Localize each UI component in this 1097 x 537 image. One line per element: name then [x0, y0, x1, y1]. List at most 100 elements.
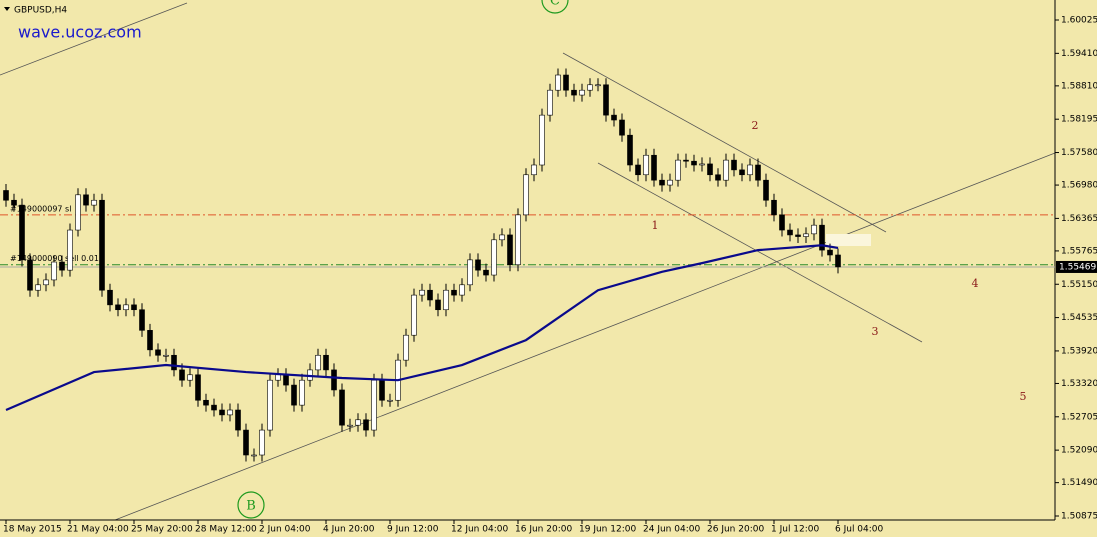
- x-tick-label: 9 Jun 12:00: [387, 525, 439, 535]
- candle-body: [211, 404, 217, 411]
- y-tick-label: 1.57580: [1061, 148, 1097, 158]
- candle-body: [91, 199, 97, 206]
- candle-body: [291, 384, 297, 406]
- candle-body: [523, 174, 529, 216]
- candle-body: [379, 379, 385, 401]
- candle-body: [723, 159, 729, 181]
- candle-body: [659, 179, 665, 186]
- candle-body: [611, 114, 617, 121]
- candle-body: [147, 330, 153, 351]
- price-box: [1056, 260, 1097, 273]
- candle-body: [387, 399, 393, 402]
- x-tick-label: 6 Jul 04:00: [835, 525, 884, 535]
- candle-body: [11, 199, 17, 206]
- y-tick-label: 1.54535: [1061, 313, 1097, 323]
- candle-body: [707, 163, 713, 176]
- candle-body: [123, 304, 129, 311]
- candle-body: [579, 89, 585, 96]
- candle-body: [227, 409, 233, 416]
- candle-body: [507, 234, 513, 266]
- candle-body: [635, 164, 641, 176]
- y-tick-label: 1.50875: [1061, 511, 1097, 521]
- candle-body: [675, 159, 681, 181]
- wave-label: 3: [872, 325, 879, 338]
- candle-body: [371, 379, 377, 431]
- candle-body: [51, 261, 57, 281]
- candle-body: [459, 284, 465, 296]
- y-tick-label: 1.60025: [1061, 16, 1097, 26]
- wave-label: B: [246, 499, 256, 514]
- candle-body: [475, 259, 481, 271]
- y-tick-label: 1.52705: [1061, 412, 1097, 422]
- candle-body: [795, 234, 801, 237]
- candle-body: [715, 174, 721, 181]
- candle-body: [731, 159, 737, 171]
- candle-body: [3, 190, 9, 201]
- y-tick-label: 1.56365: [1061, 214, 1097, 224]
- symbol-title: GBPUSD,H4: [14, 6, 67, 16]
- candle-body: [299, 379, 305, 406]
- candle-body: [827, 249, 833, 256]
- candle-body: [787, 229, 793, 236]
- y-tick-label: 1.58195: [1061, 115, 1097, 125]
- candle-body: [755, 164, 761, 181]
- wave-label: 2: [752, 119, 759, 132]
- candle-body: [483, 269, 489, 276]
- candle-body: [595, 84, 601, 87]
- x-tick-label: 25 May 20:00: [131, 525, 193, 535]
- candle-body: [683, 159, 689, 162]
- candle-body: [747, 164, 753, 176]
- candle-body: [427, 289, 433, 301]
- candle-body: [19, 204, 25, 261]
- candle-body: [803, 233, 809, 237]
- candle-body: [811, 224, 817, 235]
- candle-body: [603, 84, 609, 116]
- candle-body: [435, 299, 441, 311]
- candle-body: [555, 74, 561, 91]
- candle-body: [243, 429, 249, 456]
- x-tick-label: 16 Jun 20:00: [515, 525, 572, 535]
- candle-body: [627, 134, 633, 166]
- y-tick-label: 1.53320: [1061, 379, 1097, 389]
- candle-body: [283, 374, 289, 386]
- candle-body: [131, 304, 137, 311]
- candle-body: [43, 279, 49, 286]
- candle-body: [219, 409, 225, 416]
- candle-body: [779, 214, 785, 231]
- candle-body: [27, 259, 33, 291]
- wave-circle: [237, 491, 265, 519]
- x-tick-label: 18 May 2015: [3, 525, 62, 535]
- candle-body: [539, 114, 545, 166]
- candle-body: [835, 254, 841, 268]
- candle-body: [203, 399, 209, 406]
- candle-body: [339, 389, 345, 426]
- x-tick-label: 12 Jun 04:00: [451, 525, 508, 535]
- candle-body: [451, 289, 457, 296]
- candle-body: [531, 164, 537, 176]
- candle-body: [235, 409, 241, 431]
- y-tick-label: 1.58810: [1061, 81, 1097, 91]
- candle-body: [139, 309, 145, 331]
- candle-body: [403, 334, 409, 361]
- dropdown-icon: [4, 7, 10, 11]
- candle-body: [187, 374, 193, 381]
- trend-line: [0, 2, 188, 76]
- candle-body: [171, 354, 177, 371]
- candle-body: [419, 289, 425, 296]
- candle-body: [699, 163, 705, 166]
- y-tick-label: 1.53920: [1061, 346, 1097, 356]
- x-tick-label: 19 Jun 12:00: [579, 525, 636, 535]
- candle-body: [667, 179, 673, 186]
- candle-body: [363, 419, 369, 431]
- trend-line: [114, 152, 1056, 521]
- moving-average: [5, 244, 839, 412]
- candle-body: [411, 294, 417, 336]
- candle-body: [323, 354, 329, 371]
- last-price-label: 1.55469: [1059, 262, 1096, 272]
- wave-label: C: [550, 0, 560, 9]
- order-label: #149000097 sl: [10, 204, 71, 213]
- candle-body: [259, 429, 265, 456]
- wave-label: 5: [1020, 390, 1027, 403]
- x-tick-label: 26 Jun 20:00: [707, 525, 764, 535]
